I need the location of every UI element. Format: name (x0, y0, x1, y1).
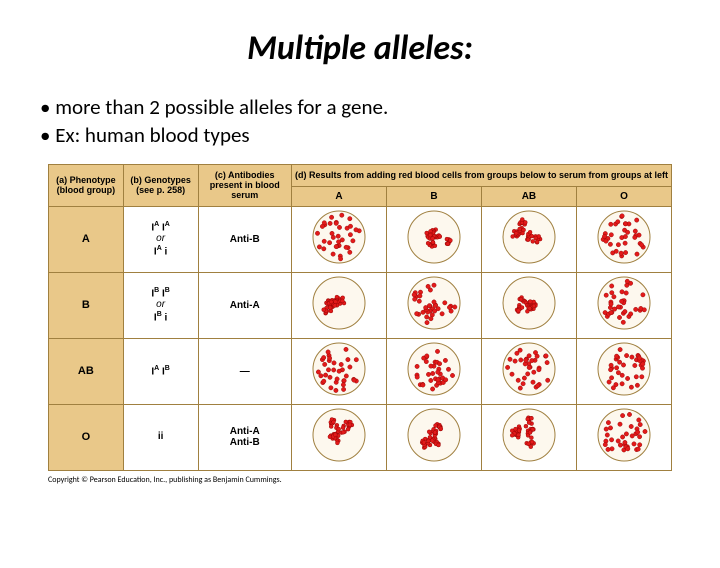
blood-type-table-wrap: (a) Phenotype (blood group) (b) Genotype… (48, 164, 672, 471)
result-cell (291, 206, 386, 272)
result-cell (291, 272, 386, 338)
result-cell (291, 338, 386, 404)
phenotype-cell: B (49, 272, 124, 338)
bullet-item: more than 2 possible alleles for a gene. (40, 93, 720, 121)
result-cell (576, 404, 671, 470)
table-body: AIA IAorIA iAnti-BBIB IBorIB iAnti-AABIA… (49, 206, 672, 470)
sub-header-cell: B (386, 187, 481, 206)
header-row: (a) Phenotype (blood group) (b) Genotype… (49, 164, 672, 187)
bullet-item: Ex: human blood types (40, 121, 720, 149)
result-cell (481, 404, 576, 470)
header-results: (d) Results from adding red blood cells … (291, 164, 671, 187)
antibody-cell: — (198, 338, 291, 404)
copyright-text: Copyright © Pearson Education, Inc., pub… (48, 475, 720, 485)
result-cell (386, 404, 481, 470)
antibody-cell: Anti-B (198, 206, 291, 272)
genotype-cell: IB IBorIB i (123, 272, 198, 338)
phenotype-cell: AB (49, 338, 124, 404)
result-cell (386, 206, 481, 272)
sub-header-cell: A (291, 187, 386, 206)
genotype-cell: ii (123, 404, 198, 470)
result-cell (386, 338, 481, 404)
result-cell (481, 272, 576, 338)
result-cell (291, 404, 386, 470)
bullet-list: more than 2 possible alleles for a gene.… (40, 93, 720, 150)
result-cell (576, 206, 671, 272)
sub-header-cell: O (576, 187, 671, 206)
result-cell (386, 272, 481, 338)
result-cell (576, 272, 671, 338)
header-antibody: (c) Antibodies present in blood serum (198, 164, 291, 206)
phenotype-cell: A (49, 206, 124, 272)
header-phenotype: (a) Phenotype (blood group) (49, 164, 124, 206)
result-cell (481, 338, 576, 404)
table-row: AIA IAorIA iAnti-B (49, 206, 672, 272)
table-row: OiiAnti-AAnti-B (49, 404, 672, 470)
table-row: BIB IBorIB iAnti-A (49, 272, 672, 338)
antibody-cell: Anti-AAnti-B (198, 404, 291, 470)
header-genotype: (b) Genotypes (see p. 258) (123, 164, 198, 206)
result-cell (481, 206, 576, 272)
blood-type-table: (a) Phenotype (blood group) (b) Genotype… (48, 164, 672, 471)
antibody-cell: Anti-A (198, 272, 291, 338)
genotype-cell: IA IB (123, 338, 198, 404)
result-cell (576, 338, 671, 404)
genotype-cell: IA IAorIA i (123, 206, 198, 272)
slide-title: Multiple alleles: (0, 28, 720, 69)
table-row: ABIA IB— (49, 338, 672, 404)
phenotype-cell: O (49, 404, 124, 470)
sub-header-cell: AB (481, 187, 576, 206)
